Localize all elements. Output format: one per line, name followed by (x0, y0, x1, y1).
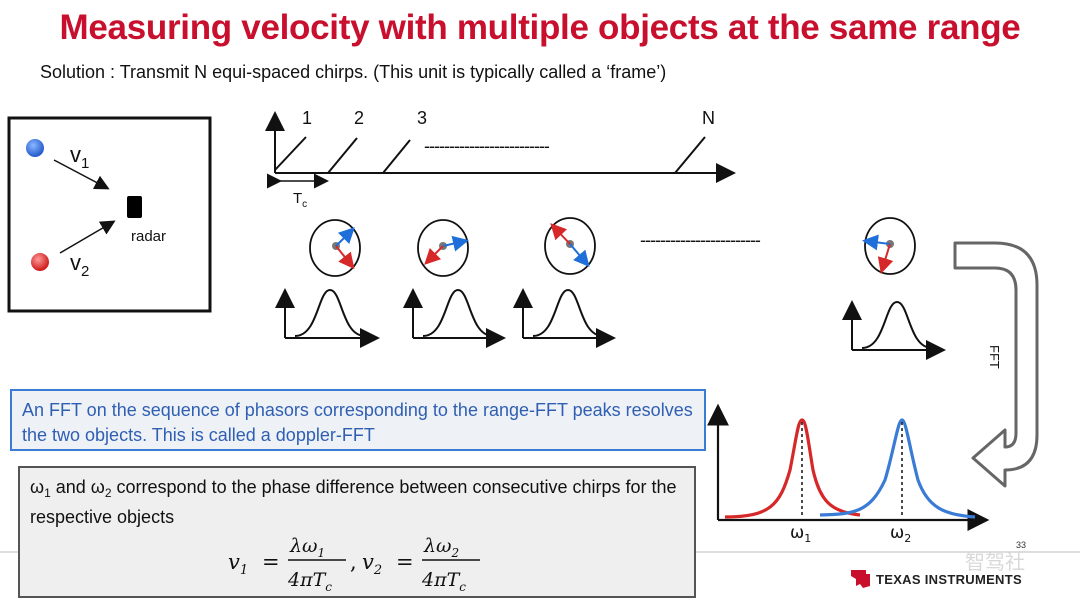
radar-icon (127, 196, 142, 218)
phasor-n (862, 217, 916, 275)
doppler-fft-plot (707, 403, 990, 531)
phasor-dashes: ------------------------ (640, 230, 761, 250)
range-fft-plot-n (842, 300, 946, 360)
phasor-3 (544, 217, 596, 275)
fft-arrow-label: FFT (987, 345, 1002, 369)
chirp-dashes: ------------------------- (424, 136, 550, 156)
omega-2-label: ω2 (890, 523, 911, 545)
v2-label: v2 (70, 250, 89, 280)
chirp-2 (327, 137, 358, 174)
doppler-fft-callout-text: An FFT on the sequence of phasors corres… (22, 400, 693, 445)
brand-text: Texas Instruments (876, 572, 1022, 587)
object-2-dot (31, 253, 49, 271)
range-fft-plot-2 (403, 288, 506, 348)
doppler-fft-callout (10, 389, 706, 451)
velocity-1-arrow (53, 159, 110, 190)
page-number: 33 (1016, 540, 1027, 550)
chirp-n (674, 136, 706, 174)
equation-box (18, 466, 696, 598)
phasor-1 (309, 219, 361, 277)
svg-text:=: = (396, 550, 414, 574)
velocity-2-arrow (59, 220, 116, 254)
radar-label: radar (131, 228, 166, 245)
equation-description: ω1 and ω2 correspond to the phase differ… (30, 477, 677, 527)
svg-text:,: , (350, 550, 357, 574)
fft-curved-arrow (953, 241, 1039, 488)
chirp-3 (382, 139, 411, 174)
object-1-dot (26, 139, 44, 157)
v1-label: v1 (70, 142, 89, 172)
chirp-label-2: 2 (354, 108, 364, 128)
tc-label: Tc (293, 190, 307, 210)
scene-box (7, 116, 212, 313)
chirp-label-3: 3 (417, 108, 427, 128)
phasor-2 (417, 219, 469, 277)
svg-text:λω2: λω2 (423, 535, 459, 560)
velocity-formula: v1 = λω1 4πTc , v2 = λω2 4πTc (228, 535, 480, 592)
svg-text:=: = (262, 550, 280, 574)
range-fft-plot-3 (513, 288, 616, 348)
doppler-peak-1 (724, 418, 861, 519)
subtitle: Solution : Transmit N equi-spaced chirps… (40, 62, 667, 82)
chirp-timeline (265, 111, 736, 189)
doppler-peak-2 (819, 418, 976, 519)
svg-text:v2: v2 (362, 550, 382, 578)
svg-text:v1: v1 (228, 550, 248, 578)
chirp-label-1: 1 (302, 108, 312, 128)
svg-text:4πTc: 4πTc (421, 569, 466, 592)
chirp-1 (274, 136, 307, 171)
range-fft-plot-1 (275, 288, 380, 348)
ti-logo-icon (851, 570, 870, 588)
watermark: 智驾社 (965, 550, 1025, 574)
chirp-label-n: N (702, 108, 715, 128)
omega-1-label: ω1 (790, 523, 811, 545)
page-title: Measuring velocity with multiple objects… (59, 8, 1021, 47)
svg-text:4πTc: 4πTc (287, 569, 332, 592)
svg-text:λω1: λω1 (289, 535, 325, 560)
